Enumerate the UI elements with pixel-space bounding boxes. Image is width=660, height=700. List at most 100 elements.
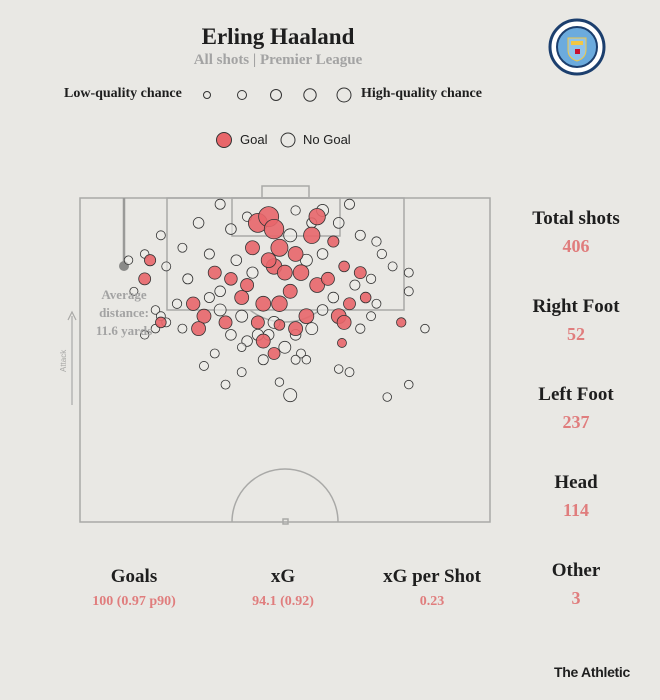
shot-goal: [255, 333, 271, 349]
centre-spot: [282, 518, 289, 525]
stat-total-shots-value: 406: [562, 236, 590, 256]
shot-no-goal: [354, 229, 366, 241]
shot-no-goal: [301, 355, 312, 365]
shot-goal: [224, 272, 238, 286]
shot-no-goal: [283, 388, 298, 403]
shot-goal: [282, 283, 298, 299]
shot-no-goal: [236, 367, 247, 378]
shot-no-goal: [236, 342, 247, 352]
shot-no-goal: [274, 377, 285, 387]
legend-no-goal-label: No Goal: [303, 132, 351, 147]
centre-circle: [231, 468, 339, 523]
shot-no-goal: [387, 261, 398, 272]
shot-no-goal: [344, 367, 355, 378]
shot-goal: [255, 295, 272, 312]
average-distance-label: Average distance: 11.6 yards: [88, 286, 160, 340]
shot-goal: [196, 308, 212, 324]
shot-goal: [144, 254, 157, 267]
shot-no-goal: [129, 286, 139, 296]
shot-goal: [218, 315, 233, 330]
shot-goal: [292, 264, 310, 281]
shots-layer: [123, 198, 430, 403]
shot-no-goal: [316, 304, 329, 316]
shot-goal: [270, 238, 289, 257]
shot-no-goal: [214, 285, 226, 298]
shot-no-goal: [371, 236, 382, 247]
stat-head-value: 114: [562, 500, 589, 520]
stat-head-label: Head: [554, 472, 598, 493]
shot-goal: [327, 235, 340, 248]
shot-no-goal: [182, 273, 194, 285]
stat-xg-per-shot-label: xG per Shot: [383, 566, 481, 587]
shot-no-goal: [349, 279, 361, 291]
stat-left-foot-label: Left Foot: [538, 384, 614, 405]
legend-goal-label: Goal: [240, 132, 268, 147]
stat-xg-label: xG: [270, 566, 296, 587]
chart-title: Erling Haaland: [201, 24, 355, 49]
shot-goal: [191, 321, 206, 337]
shot-no-goal: [246, 266, 259, 279]
shot-goal: [240, 278, 255, 293]
average-label-line2: distance:: [99, 305, 149, 320]
shot-goal: [287, 246, 304, 262]
shot-goal: [186, 296, 201, 311]
shot-no-goal: [192, 217, 205, 229]
shot-no-goal: [376, 248, 387, 260]
shot-no-goal: [371, 298, 382, 309]
shot-no-goal: [230, 254, 243, 266]
shot-no-goal: [382, 392, 392, 402]
shot-no-goal: [344, 198, 355, 210]
legend-size-scale: [203, 87, 352, 103]
shot-no-goal: [214, 198, 226, 210]
shot-no-goal: [209, 348, 220, 359]
shot-goal: [309, 277, 325, 293]
shot-no-goal: [283, 228, 298, 243]
shot-goal: [343, 297, 356, 311]
shot-no-goal: [365, 273, 377, 284]
shot-goal: [267, 347, 281, 360]
shot-goal: [263, 218, 285, 240]
shot-no-goal: [403, 286, 414, 297]
shot-goal: [234, 290, 250, 305]
shot-goal: [288, 321, 304, 337]
shot-goal: [303, 226, 321, 244]
shot-no-goal: [161, 261, 172, 272]
legend-size-3: [270, 89, 282, 101]
stat-goals-label: Goals: [110, 566, 158, 587]
shot-no-goal: [327, 291, 340, 304]
shot-no-goal: [177, 242, 188, 253]
stat-right-foot-value: 52: [567, 324, 585, 344]
shot-no-goal: [220, 379, 231, 390]
shot-no-goal: [299, 253, 313, 267]
stat-left-foot-value: 237: [562, 412, 590, 432]
club-logo: [548, 18, 606, 76]
stat-goals-value: 100 (0.97 p90): [92, 594, 176, 609]
goal: [261, 185, 310, 199]
shot-no-goal: [171, 298, 183, 309]
legend-low-quality: Low-quality chance: [64, 86, 182, 101]
shot-no-goal: [213, 303, 227, 317]
shot-no-goal: [366, 311, 376, 322]
stat-right-foot-label: Right Foot: [532, 296, 620, 317]
shot-goal: [250, 315, 265, 330]
shot-goal: [273, 319, 286, 331]
legend-goal-marker: [216, 132, 232, 148]
shot-no-goal: [225, 223, 237, 235]
shot-goal: [245, 240, 260, 256]
stat-total-shots-label: Total shots: [532, 208, 620, 229]
shot-no-goal: [203, 292, 215, 303]
shot-no-goal: [225, 329, 237, 341]
shot-goal: [260, 252, 277, 269]
shot-goal: [338, 260, 350, 273]
legend-size-2: [237, 90, 247, 100]
shot-no-goal: [332, 217, 345, 229]
attack-arrow: [67, 310, 77, 405]
stat-other-label: Other: [551, 560, 601, 581]
shot-no-goal: [257, 354, 269, 366]
shot-no-goal: [355, 323, 366, 334]
legend-size-1: [203, 91, 211, 99]
shot-goal: [298, 308, 315, 325]
shot-goal: [396, 317, 407, 328]
shot-goal: [337, 338, 347, 348]
